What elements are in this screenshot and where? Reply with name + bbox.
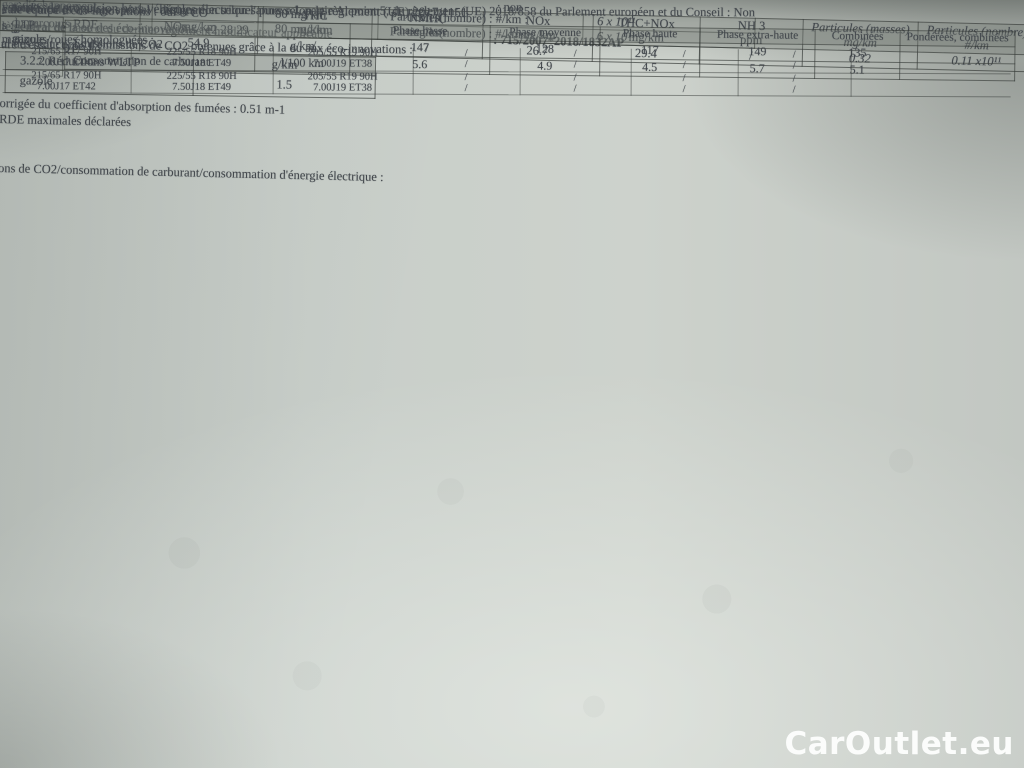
co2-consumption-line: ons de CO2/consommation de carburant/con… <box>0 161 384 185</box>
cut-fragment-line: s : <box>1 18 14 33</box>
tyres-row-2: 215/65 R17 90H 7.00J17 ET42 225/55 R18 90… <box>2 69 1011 97</box>
slash-mark: / <box>464 82 468 94</box>
slash-mark: / <box>573 72 577 84</box>
tyres-table: 215/65 R17 90H 7.00J17 ET42 225/55 R18 90… <box>2 46 1011 97</box>
tyre-size: 205/55 R19 90H <box>307 47 378 59</box>
tyre-empty-cell: / / <box>519 71 631 95</box>
tyre-size: 215/65 R17 90H <box>31 46 102 58</box>
tyre-size: 225/55 R18 90H <box>166 70 237 82</box>
tyre-spec-cell: 205/55 R19 90H 7.00J19 ET38 <box>272 47 413 71</box>
rim-size: 7.00J17 ET42 <box>36 80 96 92</box>
tyre-empty-cell: / / <box>737 72 851 96</box>
tyre-spec-cell: 225/55 R18 90H 7.50J18 ET49 <box>130 69 273 94</box>
slash-mark: / <box>573 59 577 71</box>
rim-size: 7.50J18 ET49 <box>172 81 232 93</box>
slash-mark: / <box>792 60 796 72</box>
tyre-size: 215/65 R17 90H <box>31 69 102 81</box>
slash-mark: / <box>792 83 796 95</box>
rim-size: 7.00J17 ET42 <box>36 57 96 69</box>
tyre-empty-cell: / / <box>412 47 520 72</box>
tyre-blank-cell <box>850 72 1011 97</box>
slash-mark: / <box>573 83 577 95</box>
tyre-spec-cell: 225/55 R18 90H 7.50J18 ET49 <box>130 46 273 71</box>
tyre-spec-cell: 215/65 R17 90H 7.00J17 ET42 <box>2 46 131 70</box>
wltp-header-phase-extra-high: Phase extra-haute <box>700 28 816 45</box>
tyre-size: 225/55 R18 90H <box>166 46 237 59</box>
rim-size: 7.00J19 ET38 <box>313 58 373 70</box>
tyre-empty-cell: / / <box>737 49 851 73</box>
tyre-empty-cell: / / <box>412 70 520 95</box>
slash-mark: / <box>682 72 686 84</box>
slash-mark: / <box>573 48 577 60</box>
tyre-empty-cell: / / <box>519 48 631 72</box>
slash-mark: / <box>464 71 468 83</box>
wltp-header-phase-low: Phase basse <box>350 23 491 41</box>
tyre-empty-cell: / / <box>630 48 738 73</box>
slash-mark: / <box>682 60 686 72</box>
tyre-size: 205/55 R19 90H <box>307 70 378 83</box>
tyre-blank-cell <box>850 49 1011 74</box>
tyre-empty-cell: / / <box>630 71 738 96</box>
slash-mark: / <box>792 49 796 61</box>
rim-size: 7.50J18 ET49 <box>172 58 232 70</box>
slash-mark: / <box>682 49 686 61</box>
slash-mark: / <box>464 48 468 60</box>
tyres-title: matiques/roues homologuées : <box>1 32 154 47</box>
rde-declared-title: RDE maximales déclarées <box>0 112 132 130</box>
slash-mark: / <box>464 59 468 71</box>
slash-mark: / <box>682 83 686 95</box>
slash-mark: / <box>792 72 796 84</box>
wltp-header-combined: Combinées <box>815 29 901 46</box>
rim-size: 7.00J19 ET38 <box>313 81 373 94</box>
wltp-header-phase-medium: Phase moyenne <box>490 25 601 42</box>
tyre-spec-cell: 215/65 R17 90H 7.00J17 ET42 <box>2 69 131 93</box>
wltp-header-phase-high: Phase haute <box>600 26 701 44</box>
caroutlet-watermark: CarOutlet.eu <box>784 726 1014 762</box>
wltp-header-weighted-combined: Pondérées, combinées <box>900 30 1016 47</box>
tyre-spec-cell: 205/55 R19 90H 7.00J19 ET38 <box>272 70 413 94</box>
